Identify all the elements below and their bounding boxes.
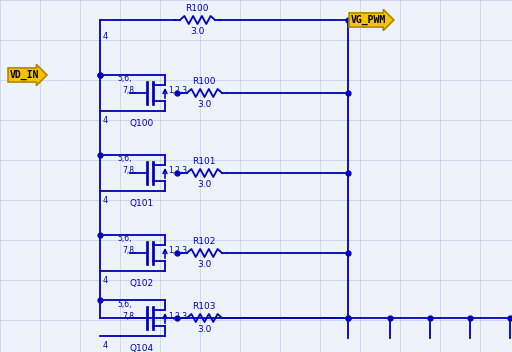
Text: 4: 4 bbox=[103, 276, 108, 285]
Text: 1,2,3: 1,2,3 bbox=[168, 166, 187, 176]
Text: R101: R101 bbox=[192, 157, 216, 166]
Text: 5,6,: 5,6, bbox=[117, 155, 132, 163]
Text: 1,2,3: 1,2,3 bbox=[168, 312, 187, 321]
Text: 3.0: 3.0 bbox=[190, 27, 204, 36]
Text: Q101: Q101 bbox=[130, 199, 154, 208]
Text: Q104: Q104 bbox=[130, 344, 154, 352]
Text: 3.0: 3.0 bbox=[197, 180, 211, 189]
Text: 4: 4 bbox=[103, 341, 108, 350]
Text: R102: R102 bbox=[193, 237, 216, 246]
Text: 7,8: 7,8 bbox=[122, 166, 134, 176]
Text: 1,2,3: 1,2,3 bbox=[168, 246, 187, 256]
Text: VD_IN: VD_IN bbox=[10, 70, 39, 80]
Text: 7,8: 7,8 bbox=[122, 312, 134, 321]
Text: 7,8: 7,8 bbox=[122, 87, 134, 95]
Text: 3.0: 3.0 bbox=[197, 100, 211, 109]
Text: R103: R103 bbox=[192, 302, 216, 311]
Text: 4: 4 bbox=[103, 32, 108, 41]
Text: R100: R100 bbox=[192, 77, 216, 86]
Text: 4: 4 bbox=[103, 196, 108, 205]
Text: 7,8: 7,8 bbox=[122, 246, 134, 256]
Text: 5,6,: 5,6, bbox=[117, 234, 132, 244]
Text: 1,2,3: 1,2,3 bbox=[168, 87, 187, 95]
Text: Q100: Q100 bbox=[130, 119, 154, 128]
Text: R100: R100 bbox=[185, 4, 209, 13]
Text: 3.0: 3.0 bbox=[197, 260, 211, 269]
Text: VG_PWM: VG_PWM bbox=[351, 15, 386, 25]
Text: 3.0: 3.0 bbox=[197, 325, 211, 334]
Text: 5,6,: 5,6, bbox=[117, 300, 132, 308]
Text: Q102: Q102 bbox=[130, 279, 154, 288]
Text: 4: 4 bbox=[103, 116, 108, 125]
Text: 5,6,: 5,6, bbox=[117, 75, 132, 83]
